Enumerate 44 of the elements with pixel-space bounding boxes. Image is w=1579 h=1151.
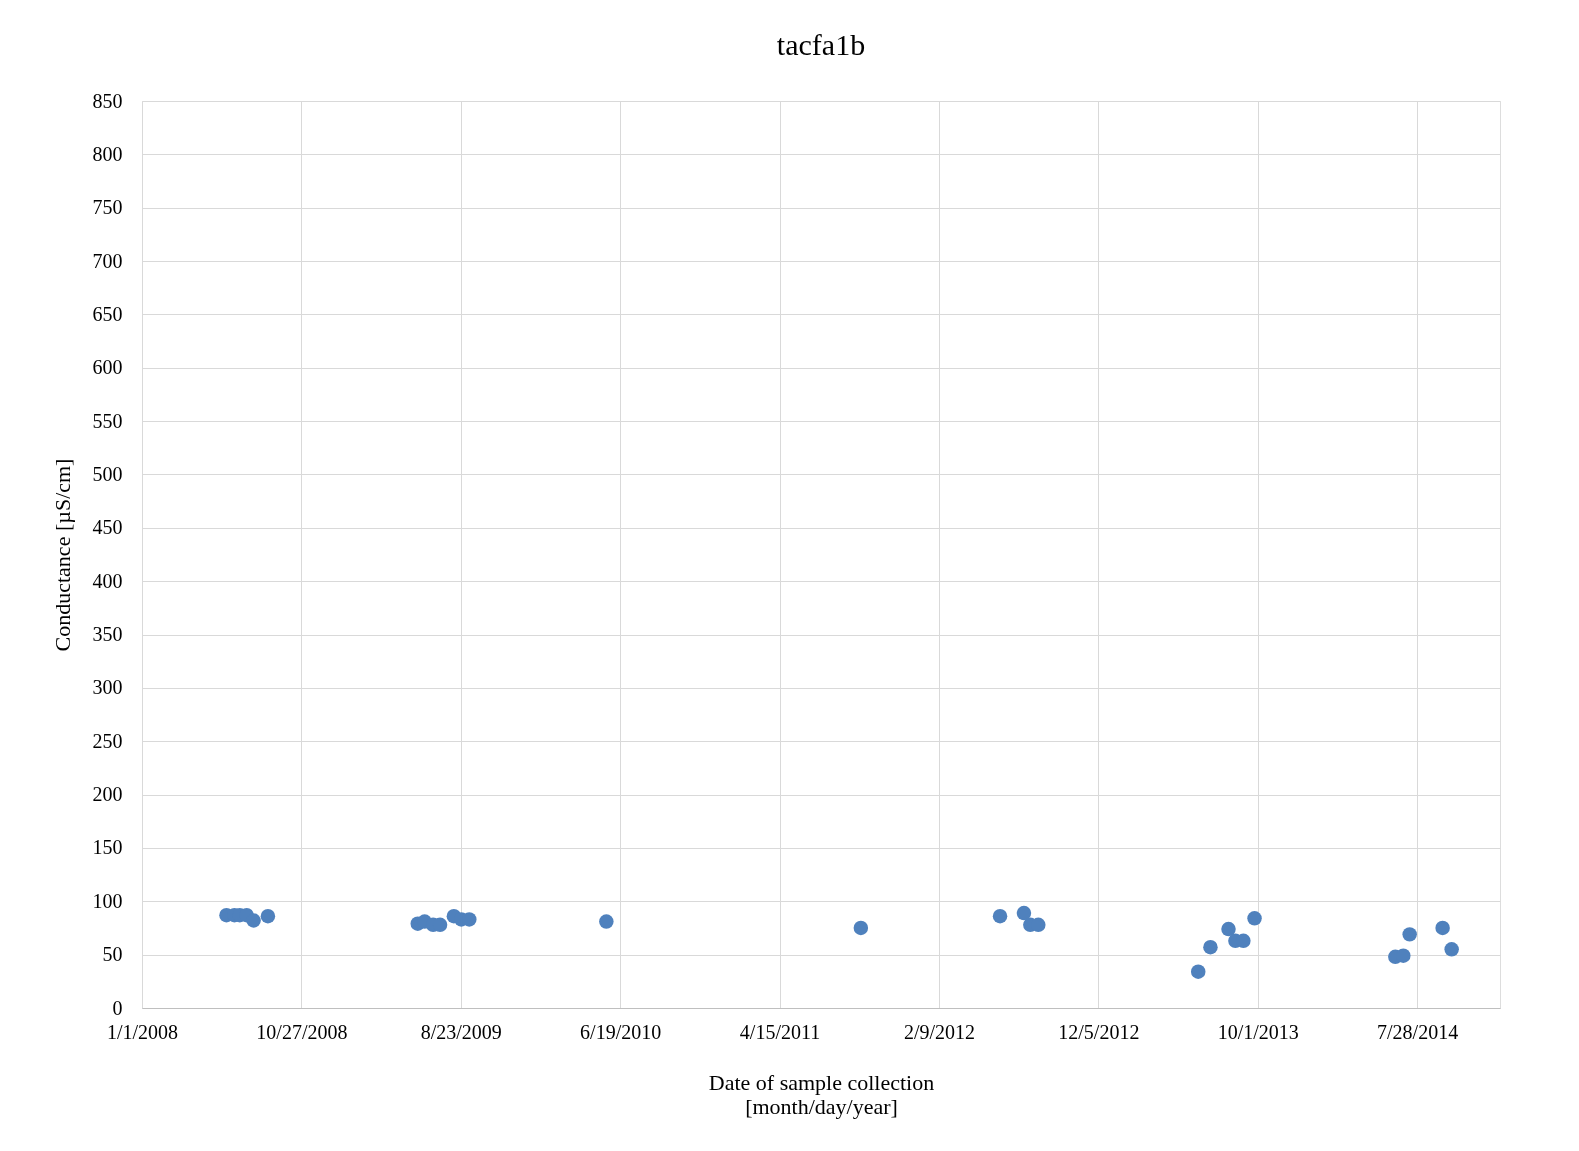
point — [1435, 920, 1450, 936]
y-tick-label: 850 — [92, 89, 123, 112]
point — [246, 913, 261, 928]
point — [992, 909, 1008, 924]
y-tick-label: 800 — [92, 142, 123, 165]
x-tick-label: 10/27/2008 — [256, 1020, 348, 1043]
x-tick-label: 4/15/2011 — [739, 1020, 821, 1043]
y-tick-label: 450 — [92, 516, 123, 539]
y-tick-label: 350 — [92, 623, 123, 646]
y-tick-label: 250 — [92, 729, 123, 752]
y-tick-label: 550 — [92, 409, 123, 432]
point — [1016, 905, 1032, 921]
y-tick-label: 500 — [92, 462, 123, 485]
y-tick-label: 300 — [92, 676, 123, 699]
y-tick-label: 200 — [92, 783, 123, 806]
y-tick-label: 700 — [92, 249, 123, 272]
y-tick-label: 750 — [92, 196, 123, 219]
point — [853, 920, 869, 936]
point — [599, 914, 614, 929]
x-tick-label: 12/5/2012 — [1058, 1020, 1140, 1043]
x-tick-label: 1/1/2008 — [106, 1020, 179, 1043]
x-axis-title: Date of sample collection [month/day/year] — [708, 1069, 935, 1119]
x-tick-label: 8/23/2009 — [420, 1020, 502, 1043]
y-axis-title: Conductance [µS/cm] — [49, 458, 75, 652]
point — [1190, 964, 1206, 979]
x-tick-label: 10/1/2013 — [1217, 1020, 1299, 1043]
point — [1396, 948, 1411, 963]
y-tick-label: 50 — [102, 943, 123, 966]
x-tick-label: 7/28/2014 — [1377, 1020, 1459, 1043]
x-tick-label: 6/19/2010 — [580, 1020, 662, 1043]
y-tick-label: 400 — [92, 569, 123, 592]
y-tick-label: 0 — [112, 996, 123, 1019]
point — [260, 909, 276, 924]
point — [1402, 927, 1417, 942]
y-tick-label: 600 — [92, 356, 123, 379]
y-tick-label: 150 — [92, 836, 123, 859]
x-tick-label: 2/9/2012 — [903, 1020, 976, 1043]
point — [1247, 911, 1262, 926]
y-tick-label: 650 — [92, 302, 123, 325]
point — [1221, 921, 1236, 937]
point — [1444, 942, 1459, 957]
point — [1203, 939, 1218, 955]
chart-title: tacfa1b — [776, 28, 866, 61]
y-tick-label: 100 — [92, 889, 123, 912]
